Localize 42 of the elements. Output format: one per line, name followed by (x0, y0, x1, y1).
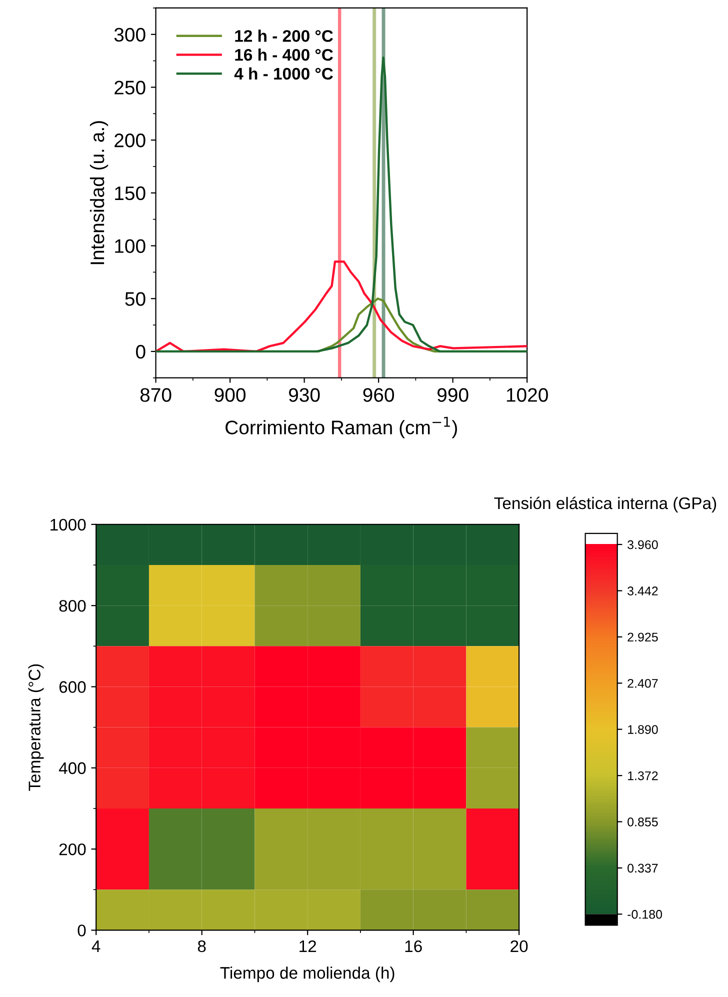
x-tick-label: 12 (300, 940, 316, 952)
x-axis-title: Tiempo de molienda (h) (220, 966, 394, 982)
y-axis-title: Temperatura (°C) (28, 664, 44, 791)
x-tick-label: 960 (363, 388, 394, 402)
y-tick-label: 100 (115, 239, 146, 253)
y-tick-label: 600 (59, 681, 86, 693)
color-bar-label: -0.180 (628, 910, 662, 919)
x-tick-label: 930 (288, 388, 320, 402)
y-tick-label: 0 (78, 924, 86, 936)
legend-label: 16 h - 400 °C (235, 48, 333, 61)
y-tick-label: 1000 (50, 518, 86, 531)
y-tick-label: 250 (114, 80, 146, 94)
color-bar-label: 2.925 (628, 632, 658, 642)
color-bar-title: Tensión elástica interna (GPa) (494, 496, 716, 512)
color-bar-label: 0.337 (628, 864, 658, 873)
y-tick-label: 400 (58, 762, 86, 774)
y-tick-label: 200 (114, 134, 146, 148)
x-tick-label: 990 (438, 388, 468, 402)
legend-label: 4 h - 1000 °C (234, 67, 333, 80)
y-tick-label: 300 (114, 28, 146, 42)
x-tick-label: 1020 (506, 388, 548, 402)
color-bar-label: 3.960 (628, 540, 658, 550)
y-tick-label: 200 (59, 843, 86, 856)
y-axis-title: Intensidad (u. a.) (90, 121, 108, 264)
x-tick-label: 8 (198, 940, 206, 952)
color-bar-label: 1.372 (628, 771, 658, 780)
x-tick-label: 870 (140, 388, 172, 402)
line-series (156, 260, 528, 353)
color-bar-label: 0.855 (628, 818, 658, 826)
color-bar-label: 3.442 (628, 586, 658, 596)
y-tick-label: 0 (136, 344, 146, 359)
x-tick-label: 16 (405, 940, 422, 952)
y-tick-label: 150 (115, 186, 146, 200)
y-tick-label: 50 (125, 292, 146, 306)
legend-label: 12 h - 200 °C (235, 30, 333, 42)
x-tick-label: 4 (92, 940, 100, 952)
color-bar-label: 2.407 (628, 678, 658, 688)
color-bar-label: 1.890 (628, 725, 658, 734)
y-tick-label: 800 (59, 600, 86, 612)
x-tick-label: 20 (510, 940, 528, 952)
x-axis-title: Corrimiento Raman (cm$^{−1}$) (226, 416, 457, 438)
x-tick-label: 900 (214, 388, 246, 402)
